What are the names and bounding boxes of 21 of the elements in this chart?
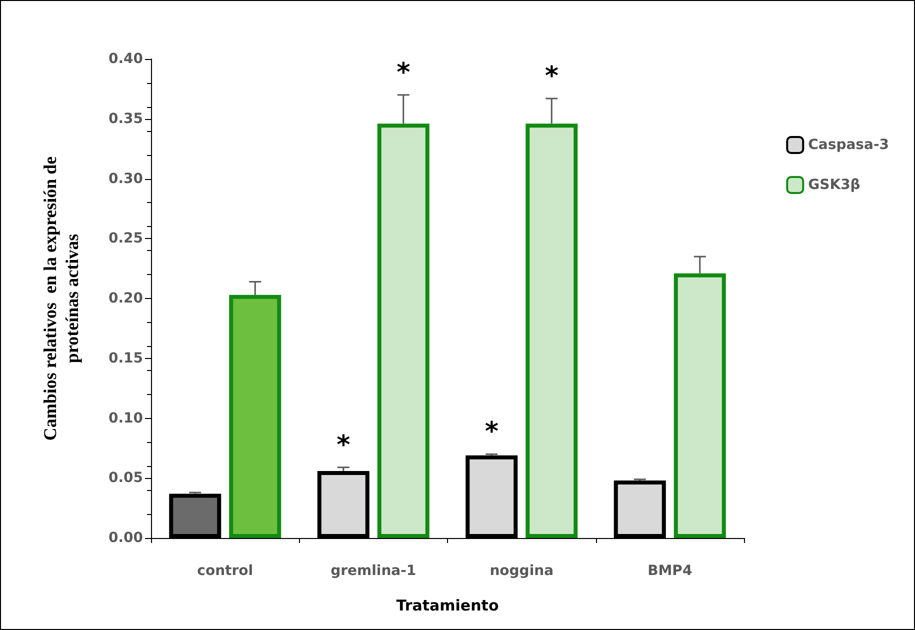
data-label: * (544, 62, 559, 92)
data-label: * (484, 417, 499, 448)
x-tick-label: gremlina-1 (330, 563, 416, 579)
x-tick-label: control (197, 563, 254, 579)
y-axis-title: Cambios relativos en la expresión de proteínas activas (40, 156, 82, 441)
x-tick-label: BMP4 (648, 563, 692, 579)
y-tick-label: 0.15 (108, 350, 143, 366)
y-tick-label: 0.35 (108, 110, 143, 127)
y-tick-label: 0.10 (108, 410, 144, 426)
y-tick-label: 0.20 (108, 290, 144, 306)
y-tick-label: 0.30 (108, 170, 144, 187)
y-tick-label: 0.25 (108, 230, 143, 247)
legend-label: Caspasa-3 (808, 137, 890, 153)
data-label: * (336, 430, 351, 460)
data-label: * (396, 58, 411, 88)
legend-label: GSK3β (808, 177, 860, 193)
x-axis-title: Tratamiento (396, 596, 499, 614)
y-tick-label: 0.05 (108, 470, 143, 486)
y-tick-label: 0.40 (108, 51, 144, 67)
x-tick-label: noggina (490, 563, 554, 579)
y-tick-label: 0.00 (108, 530, 144, 546)
